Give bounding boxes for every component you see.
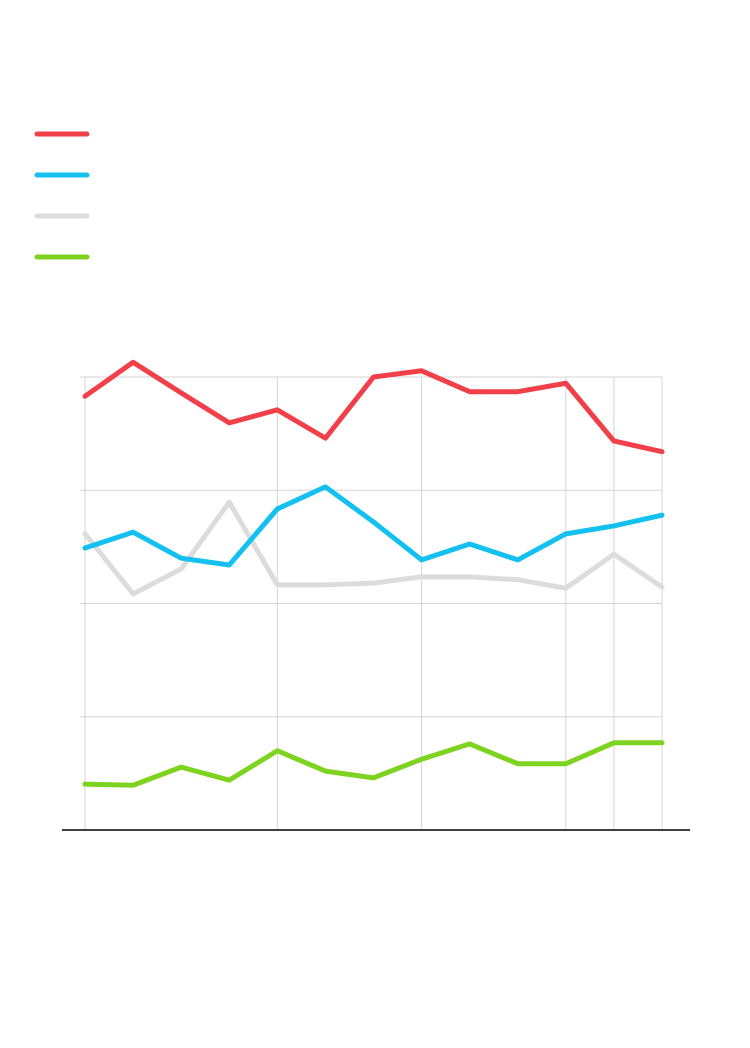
line [82,740,665,788]
line [82,484,665,568]
line [82,499,665,597]
line [82,359,665,455]
